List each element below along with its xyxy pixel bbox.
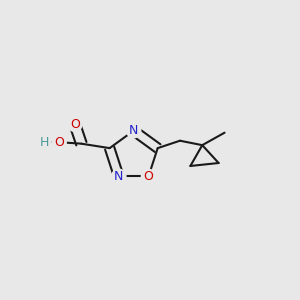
Text: O: O — [70, 118, 80, 131]
Text: O: O — [54, 136, 64, 149]
Circle shape — [112, 169, 126, 184]
Text: H: H — [40, 136, 49, 149]
Circle shape — [52, 135, 66, 149]
Circle shape — [38, 136, 51, 149]
Text: N: N — [114, 170, 124, 183]
Circle shape — [68, 117, 82, 131]
Circle shape — [141, 169, 156, 184]
Circle shape — [127, 124, 141, 138]
Text: O: O — [144, 170, 153, 183]
Text: N: N — [129, 124, 138, 137]
